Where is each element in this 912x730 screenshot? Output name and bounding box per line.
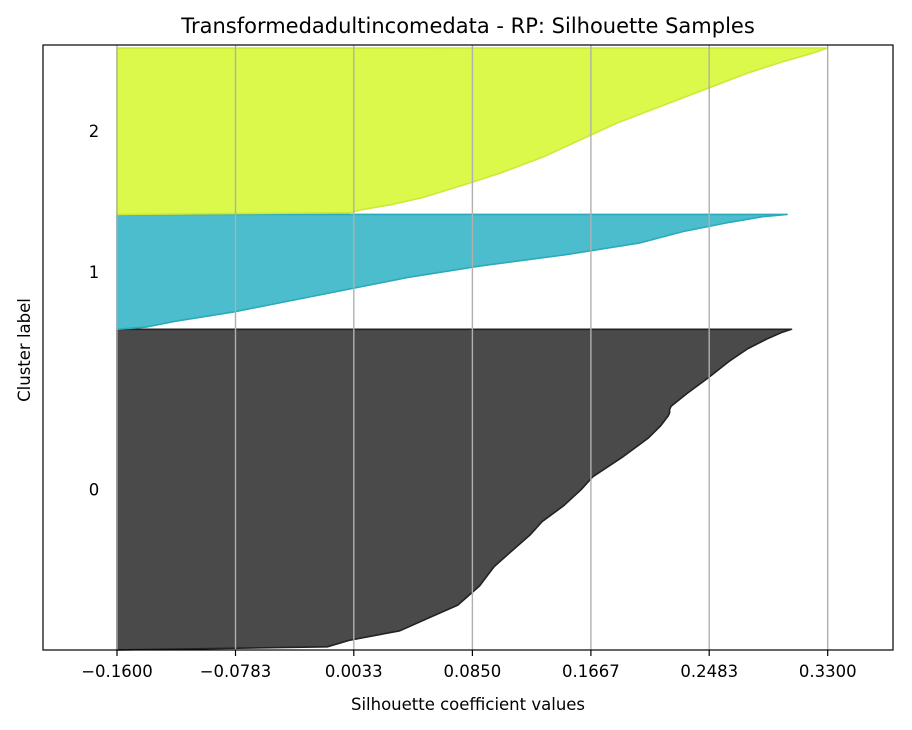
cluster-label-0: 0 xyxy=(89,481,100,500)
cluster-labels: 0 1 2 xyxy=(89,122,100,500)
plot-area: −0.1600 −0.0783 0.0033 0.0850 0.1667 0.2483 0.… xyxy=(42,44,894,681)
cluster-1-silhouette xyxy=(116,213,788,331)
x-tick-label: −0.0783 xyxy=(200,662,272,681)
x-tick-label: 0.2483 xyxy=(680,662,738,681)
y-axis-label: Cluster label xyxy=(15,298,34,402)
x-axis-label: Silhouette coefficient values xyxy=(351,695,585,714)
chart-title: Transformedadultincomedata - RP: Silhoue… xyxy=(180,14,755,38)
x-tick-label: 0.1667 xyxy=(562,662,620,681)
cluster-0-silhouette xyxy=(116,328,793,651)
x-ticks: −0.1600 −0.0783 0.0033 0.0850 0.1667 0.2483 0.… xyxy=(81,650,857,681)
grid-lines xyxy=(116,45,829,650)
x-tick-label: 0.3300 xyxy=(799,662,857,681)
plot-frame xyxy=(42,44,894,651)
x-tick-label: 0.0033 xyxy=(325,662,383,681)
cluster-label-2: 2 xyxy=(89,122,100,141)
cluster-label-1: 1 xyxy=(89,263,100,282)
x-tick-label: −0.1600 xyxy=(81,662,153,681)
x-tick-label: 0.0850 xyxy=(444,662,502,681)
